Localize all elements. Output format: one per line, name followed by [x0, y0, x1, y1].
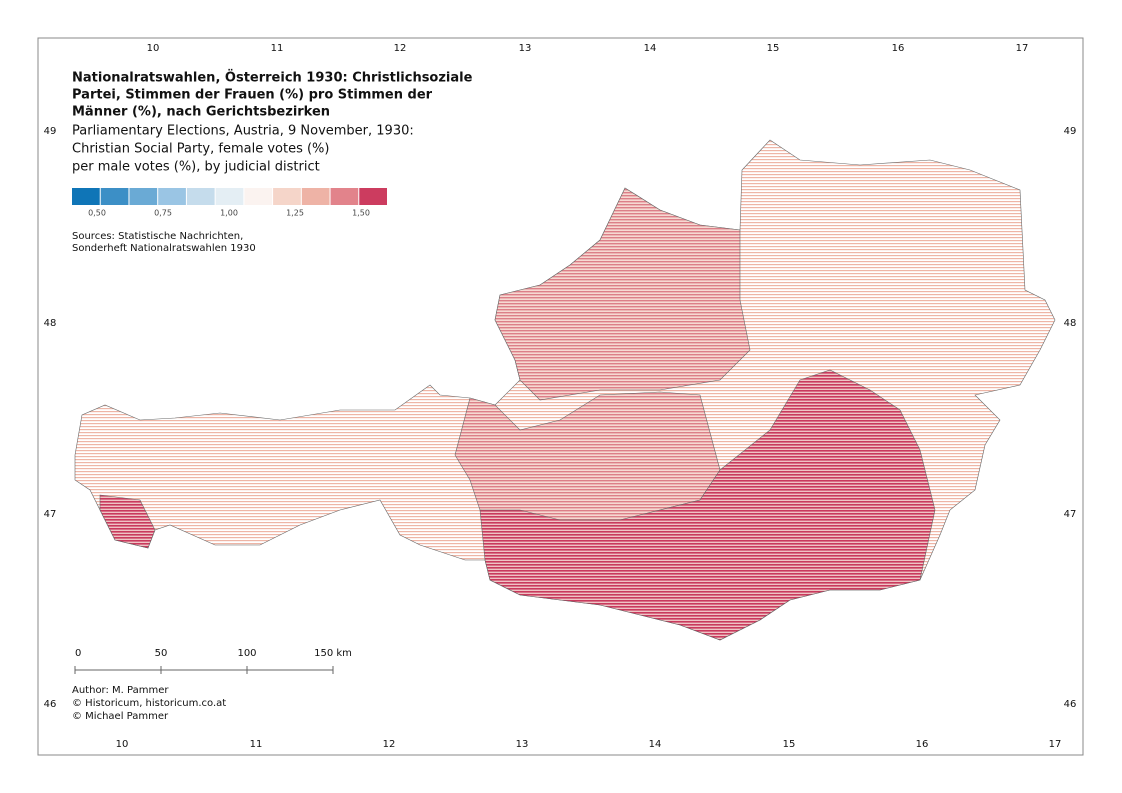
credit-line: Author: M. Pammer — [72, 685, 169, 696]
latitude-label: 46 — [1064, 699, 1077, 710]
longitude-label: 16 — [892, 43, 905, 54]
longitude-label: 12 — [383, 739, 396, 750]
longitude-label: 11 — [250, 739, 263, 750]
legend-label: 1,00 — [220, 209, 238, 218]
source-line: Sources: Statistische Nachrichten, — [72, 231, 243, 242]
legend-swatch — [273, 188, 301, 205]
austria-map — [74, 139, 1056, 641]
region-medium — [494, 187, 751, 401]
title-line: Nationalratswahlen, Österreich 1930: Chr… — [72, 70, 473, 86]
legend-swatch — [186, 188, 215, 205]
region-dark — [99, 494, 156, 549]
longitude-label: 13 — [519, 43, 532, 54]
scale-label: 50 — [155, 648, 168, 659]
legend-label: 0,50 — [88, 209, 106, 218]
legend-swatch — [244, 188, 273, 205]
longitude-label: 17 — [1016, 43, 1029, 54]
credit-line: © Michael Pammer — [72, 711, 169, 722]
region-medium — [454, 391, 721, 521]
latitude-label: 47 — [44, 509, 57, 520]
legend-label: 1,50 — [352, 209, 370, 218]
legend-swatch — [301, 188, 330, 205]
longitude-label: 10 — [116, 739, 129, 750]
longitude-label: 14 — [649, 739, 662, 750]
credit-line: © Historicum, historicum.co.at — [72, 698, 226, 709]
scale-label: 150 km — [314, 648, 352, 659]
longitude-label: 17 — [1049, 739, 1062, 750]
longitude-label: 13 — [516, 739, 529, 750]
subtitle-line: Christian Social Party, female votes (%) — [72, 142, 329, 157]
latitude-label: 49 — [1064, 126, 1077, 137]
title-line: Partei, Stimmen der Frauen (%) pro Stimm… — [72, 88, 433, 103]
region-dark — [479, 369, 936, 641]
subtitle-line: per male votes (%), by judicial district — [72, 160, 320, 175]
title: Nationalratswahlen, Österreich 1930: Chr… — [72, 70, 473, 175]
legend-swatch — [158, 188, 186, 205]
longitude-label: 10 — [147, 43, 160, 54]
legend-swatch — [215, 188, 244, 205]
longitude-label: 15 — [783, 739, 796, 750]
legend-label: 1,25 — [286, 209, 304, 218]
latitude-label: 49 — [44, 126, 57, 137]
longitude-label: 16 — [916, 739, 929, 750]
longitude-label: 15 — [767, 43, 780, 54]
scale-label: 0 — [75, 648, 81, 659]
legend-swatch — [359, 188, 387, 205]
latitude-label: 47 — [1064, 509, 1077, 520]
legend-swatch — [129, 188, 158, 205]
scale-label: 100 — [237, 648, 256, 659]
title-line: Männer (%), nach Gerichtsbezirken — [72, 105, 330, 120]
map-frame — [37, 37, 1084, 756]
legend-swatch — [72, 188, 100, 205]
legend-swatch — [100, 188, 129, 205]
longitude-label: 11 — [271, 43, 284, 54]
source-line: Sonderheft Nationalratswahlen 1930 — [72, 243, 256, 254]
subtitle-line: Parliamentary Elections, Austria, 9 Nove… — [72, 124, 414, 139]
legend-label: 0,75 — [154, 209, 172, 218]
longitude-label: 12 — [394, 43, 407, 54]
latitude-label: 46 — [44, 699, 57, 710]
legend-swatch — [330, 188, 359, 205]
latitude-label: 48 — [44, 318, 57, 329]
latitude-label: 48 — [1064, 318, 1077, 329]
longitude-label: 14 — [644, 43, 657, 54]
